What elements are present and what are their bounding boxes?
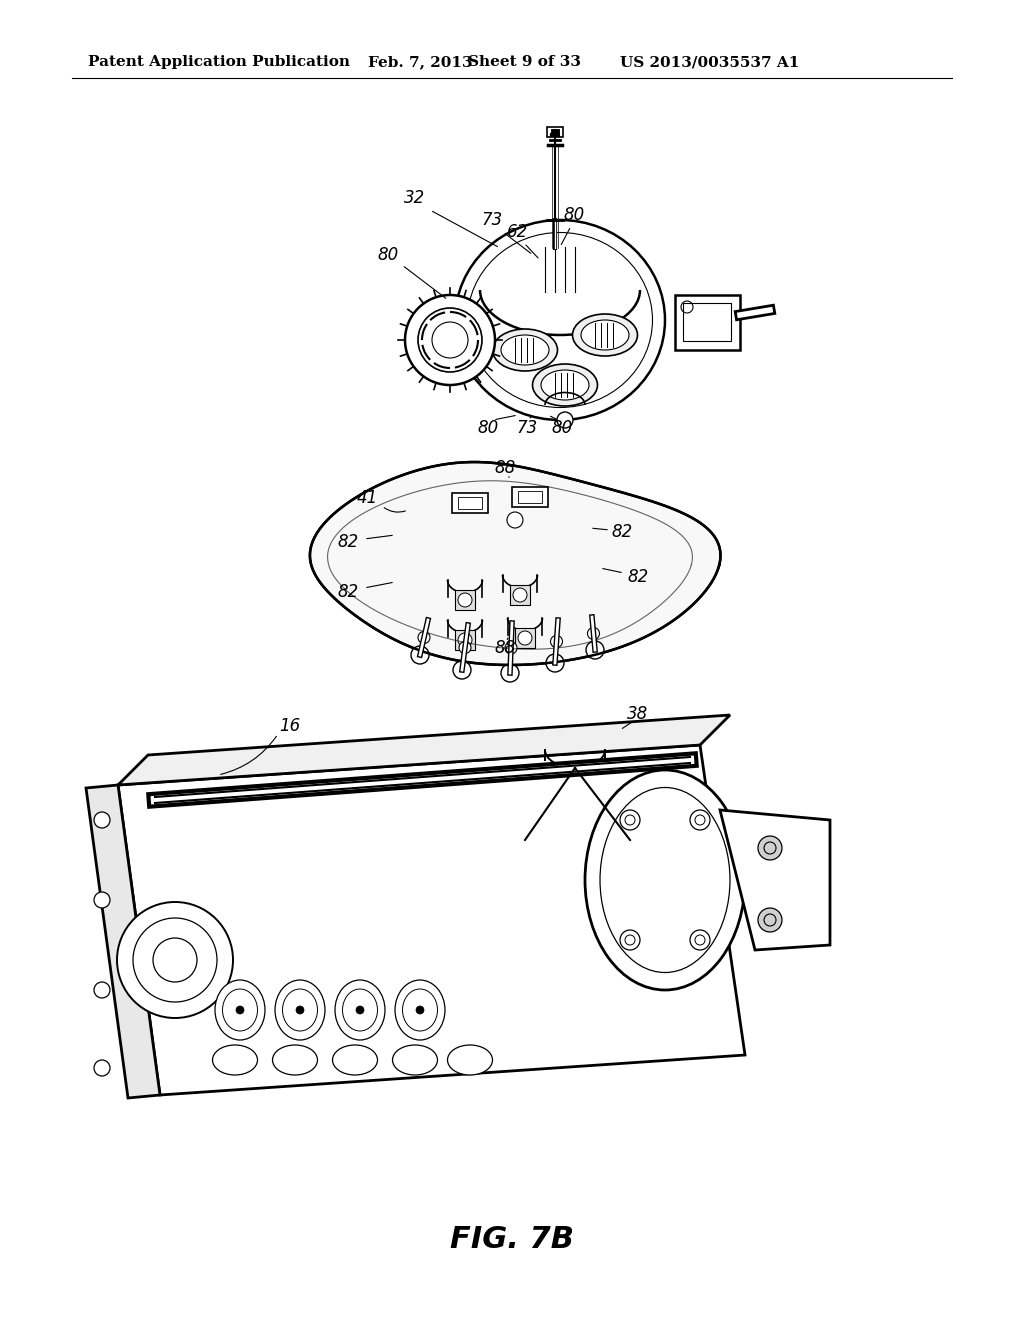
Text: 38: 38 xyxy=(628,705,648,723)
Circle shape xyxy=(690,810,710,830)
Ellipse shape xyxy=(541,370,589,400)
Circle shape xyxy=(296,1006,304,1014)
Text: 73: 73 xyxy=(516,418,538,437)
Bar xyxy=(458,498,482,510)
Text: Patent Application Publication: Patent Application Publication xyxy=(88,55,350,69)
Polygon shape xyxy=(720,810,830,950)
Circle shape xyxy=(505,642,517,653)
Ellipse shape xyxy=(572,314,638,356)
Text: 88: 88 xyxy=(495,639,516,657)
Circle shape xyxy=(416,1006,424,1014)
Circle shape xyxy=(690,931,710,950)
Text: FIG. 7B: FIG. 7B xyxy=(450,1225,574,1254)
Bar xyxy=(675,294,740,350)
Text: 80: 80 xyxy=(563,206,585,224)
Ellipse shape xyxy=(493,329,557,371)
Circle shape xyxy=(94,892,110,908)
Circle shape xyxy=(507,512,523,528)
Ellipse shape xyxy=(447,1045,493,1074)
Text: 41: 41 xyxy=(356,488,378,507)
Ellipse shape xyxy=(585,770,745,990)
Polygon shape xyxy=(86,785,160,1098)
Circle shape xyxy=(458,634,472,647)
Text: 80: 80 xyxy=(378,246,398,264)
Text: 80: 80 xyxy=(551,418,572,437)
Bar xyxy=(683,304,731,341)
Ellipse shape xyxy=(395,979,445,1040)
Circle shape xyxy=(459,642,471,653)
Circle shape xyxy=(117,902,233,1018)
Text: 82: 82 xyxy=(337,583,358,601)
Text: 82: 82 xyxy=(611,523,633,541)
Ellipse shape xyxy=(501,335,549,366)
Bar xyxy=(452,492,488,513)
Bar xyxy=(455,630,475,649)
Ellipse shape xyxy=(215,979,265,1040)
Text: 80: 80 xyxy=(477,418,499,437)
Ellipse shape xyxy=(532,364,597,407)
Ellipse shape xyxy=(272,1045,317,1074)
Circle shape xyxy=(418,631,430,644)
Bar xyxy=(455,590,475,610)
Text: 82: 82 xyxy=(628,568,648,586)
Text: 62: 62 xyxy=(507,223,528,242)
Circle shape xyxy=(758,836,782,861)
Circle shape xyxy=(94,812,110,828)
Ellipse shape xyxy=(335,979,385,1040)
Circle shape xyxy=(458,593,472,607)
Text: 16: 16 xyxy=(280,717,301,735)
Text: Sheet 9 of 33: Sheet 9 of 33 xyxy=(468,55,581,69)
Polygon shape xyxy=(118,744,745,1096)
Polygon shape xyxy=(118,715,730,785)
Ellipse shape xyxy=(275,979,325,1040)
Circle shape xyxy=(758,908,782,932)
Circle shape xyxy=(501,664,519,682)
Circle shape xyxy=(236,1006,244,1014)
Text: 32: 32 xyxy=(404,189,426,207)
Ellipse shape xyxy=(581,319,629,350)
Text: Feb. 7, 2013: Feb. 7, 2013 xyxy=(368,55,473,69)
Bar xyxy=(547,127,563,137)
Circle shape xyxy=(546,653,564,672)
Bar xyxy=(510,585,530,605)
Text: 88: 88 xyxy=(495,459,516,477)
Text: US 2013/0035537 A1: US 2013/0035537 A1 xyxy=(620,55,800,69)
Ellipse shape xyxy=(333,1045,378,1074)
Polygon shape xyxy=(310,462,721,665)
Ellipse shape xyxy=(213,1045,257,1074)
Circle shape xyxy=(418,308,482,372)
Text: 73: 73 xyxy=(481,211,503,228)
Ellipse shape xyxy=(455,220,665,420)
Bar xyxy=(518,491,542,503)
Circle shape xyxy=(586,642,604,659)
Circle shape xyxy=(406,294,495,385)
Circle shape xyxy=(551,635,562,648)
Circle shape xyxy=(453,661,471,678)
Circle shape xyxy=(356,1006,364,1014)
Circle shape xyxy=(557,412,573,428)
Circle shape xyxy=(94,982,110,998)
Circle shape xyxy=(94,1060,110,1076)
Bar xyxy=(515,628,535,648)
Bar xyxy=(512,487,548,507)
Circle shape xyxy=(432,322,468,358)
Circle shape xyxy=(620,931,640,950)
Circle shape xyxy=(620,810,640,830)
Circle shape xyxy=(513,587,527,602)
Circle shape xyxy=(588,627,599,639)
Circle shape xyxy=(518,631,532,645)
Circle shape xyxy=(411,645,429,664)
Ellipse shape xyxy=(392,1045,437,1074)
Text: 82: 82 xyxy=(337,533,358,550)
